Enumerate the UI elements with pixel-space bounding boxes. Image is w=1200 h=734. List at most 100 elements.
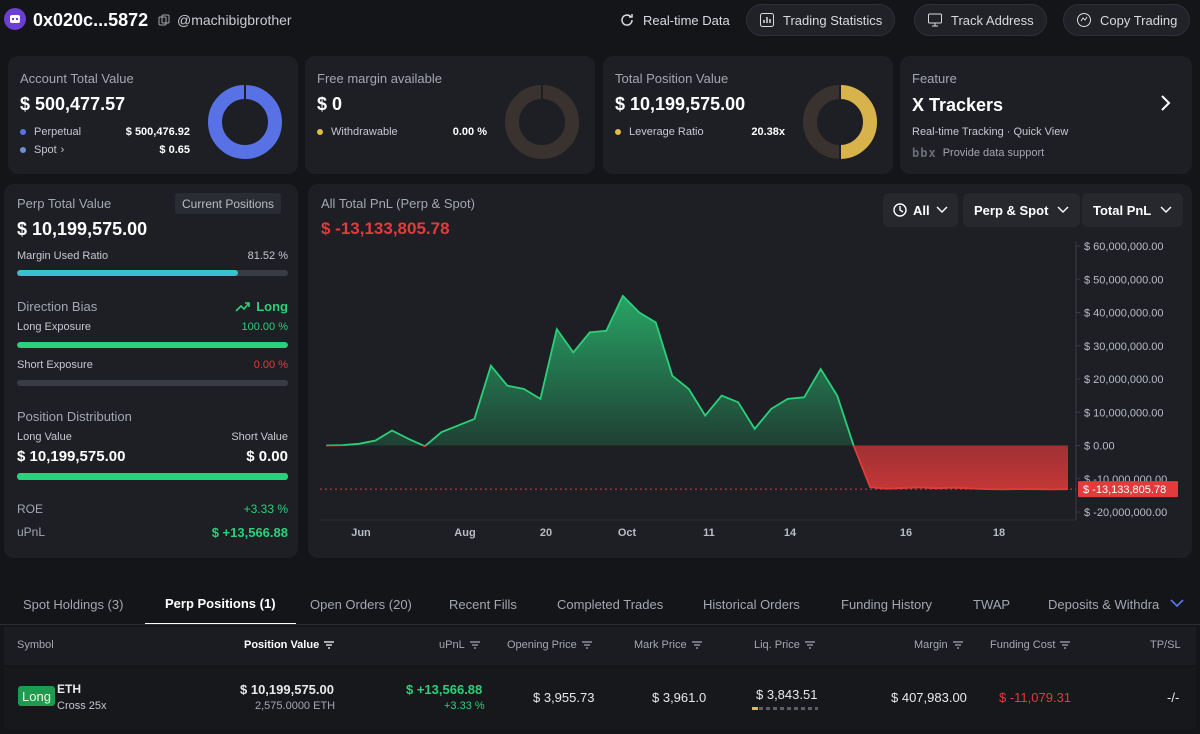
- tab-perp-positions[interactable]: Perp Positions (1): [145, 583, 296, 625]
- mark-price: $ 3,961.0: [652, 690, 707, 705]
- short-value: $ 0.00: [246, 448, 288, 465]
- x-tick-label: Oct: [618, 527, 637, 539]
- time-filter-label: All: [913, 202, 930, 218]
- x-tick-label: 18: [993, 527, 1005, 539]
- margin-mode: Cross 25x: [57, 700, 107, 712]
- chevron-down-icon: [1057, 206, 1069, 213]
- leverage-label: Leverage Ratio: [629, 126, 704, 138]
- yellow-dot: [317, 129, 323, 135]
- monitor-icon: [928, 13, 942, 27]
- header-mark-price[interactable]: Mark Price: [634, 639, 702, 651]
- symbol[interactable]: ETH: [57, 682, 81, 696]
- sort-icon: [1060, 641, 1071, 649]
- tab-recent-fills[interactable]: Recent Fills: [449, 596, 517, 612]
- yellow-dot: [615, 129, 621, 135]
- total-position-value: $ 10,199,575.00: [615, 94, 746, 114]
- type-filter-label: Perp & Spot: [974, 202, 1049, 218]
- metric-filter-dropdown[interactable]: Total PnL: [1082, 193, 1184, 227]
- long-value-label: Long Value: [17, 431, 72, 443]
- data-support-row: bbx Provide data support: [912, 146, 1044, 160]
- short-exposure-bar: [17, 380, 288, 386]
- position-distribution-label: Position Distribution: [17, 409, 132, 424]
- position-value: $ 10,199,575.00: [240, 682, 334, 697]
- chevron-down-icon[interactable]: [1170, 598, 1184, 608]
- upnl: $ +13,566.88: [406, 682, 483, 697]
- copy-trading-button[interactable]: Copy Trading: [1063, 4, 1191, 36]
- sort-icon: [804, 641, 815, 649]
- realtime-data-button[interactable]: Real-time Data: [606, 4, 743, 36]
- table-row[interactable]: Long ETH Cross 25x $ 10,199,575.00 2,575…: [4, 667, 1196, 729]
- header-funding-cost[interactable]: Funding Cost: [990, 639, 1071, 651]
- perpetual-value: $ 500,476.92: [125, 126, 190, 138]
- short-exposure-value: 0.00 %: [253, 359, 288, 371]
- tab-historical-orders[interactable]: Historical Orders: [703, 596, 800, 612]
- current-positions-button[interactable]: Current Positions: [175, 193, 282, 214]
- type-filter-dropdown[interactable]: Perp & Spot: [963, 193, 1081, 227]
- long-exposure-label: Long Exposure: [17, 321, 91, 333]
- negative-area: [326, 445, 1068, 490]
- pnl-area-chart[interactable]: $ 60,000,000.00 $ 50,000,000.00 $ 40,000,0…: [308, 184, 1192, 558]
- y-tick-label: $ 0.00: [1084, 441, 1115, 453]
- distribution-bar: [17, 473, 288, 480]
- header-upnl[interactable]: uPnL: [439, 639, 480, 651]
- x-trackers-title: X Trackers: [912, 95, 1004, 115]
- spot-label: Spot: [34, 144, 57, 156]
- long-exposure-fill: [17, 342, 288, 348]
- robot-icon: [10, 15, 20, 23]
- x-tick-label: 14: [784, 527, 797, 539]
- header-position-value[interactable]: Position Value: [244, 639, 335, 651]
- leverage-row: Leverage Ratio: [615, 126, 704, 138]
- y-tick-label: $ -20,000,000.00: [1084, 507, 1167, 519]
- direction-bias-text: Long: [256, 299, 288, 314]
- tab-spot-holdings[interactable]: Spot Holdings (3): [23, 596, 124, 612]
- avatar: [4, 8, 26, 30]
- pnl-value: $ -13,133,805.78: [321, 219, 450, 238]
- direction-bias-label: Direction Bias: [17, 299, 98, 314]
- spot-value: $ 0.65: [159, 144, 190, 156]
- spot-row[interactable]: Spot ›: [20, 144, 64, 156]
- header-opening-price[interactable]: Opening Price: [507, 639, 592, 651]
- header-tpsl: TP/SL: [1150, 639, 1181, 651]
- header-margin[interactable]: Margin: [914, 639, 963, 651]
- track-address-label: Track Address: [951, 12, 1034, 28]
- upnl-label: uPnL: [17, 525, 46, 539]
- tab-twap[interactable]: TWAP: [973, 596, 1011, 612]
- upnl-value: $ +13,566.88: [211, 525, 288, 540]
- copy-icon[interactable]: [158, 14, 170, 26]
- total-position-label: Total Position Value: [615, 71, 729, 86]
- tab-deposits-withdrawals[interactable]: Deposits & Withdra: [1048, 596, 1160, 612]
- chevron-right-icon: ›: [60, 144, 65, 156]
- account-total-value: $ 500,477.57: [20, 94, 126, 114]
- free-margin-value: $ 0: [317, 94, 343, 114]
- trading-statistics-button[interactable]: Trading Statistics: [746, 4, 896, 36]
- time-filter-dropdown[interactable]: All: [883, 193, 958, 227]
- x-tick-label: 11: [703, 527, 715, 539]
- header-liq-price[interactable]: Liq. Price: [754, 639, 815, 651]
- perpetual-row: Perpetual: [20, 126, 81, 138]
- metric-filter-label: Total PnL: [1093, 202, 1152, 218]
- wallet-address: 0x020c...5872: [33, 10, 149, 30]
- account-total-card: Account Total Value $ 500,477.57 Perpetu…: [8, 56, 298, 174]
- perp-total-label: Perp Total Value: [17, 196, 112, 211]
- chevron-down-icon: [936, 206, 948, 213]
- tab-open-orders[interactable]: Open Orders (20): [310, 596, 412, 612]
- long-exposure-bar: [17, 342, 288, 348]
- tab-completed-trades[interactable]: Completed Trades: [557, 596, 664, 612]
- blue-dot: [20, 147, 26, 153]
- free-margin-card: Free margin available $ 0 Withdrawable 0…: [305, 56, 595, 174]
- twitter-handle[interactable]: @machibigbrother: [177, 12, 292, 28]
- short-value-label: Short Value: [231, 431, 288, 443]
- withdrawable-label: Withdrawable: [331, 126, 398, 138]
- chevron-right-icon[interactable]: [1158, 94, 1172, 112]
- feature-description: Real-time Tracking · Quick View: [912, 126, 1069, 138]
- tab-funding-history[interactable]: Funding History: [841, 596, 933, 612]
- roe-label: ROE: [17, 502, 44, 516]
- track-address-button[interactable]: Track Address: [914, 4, 1047, 36]
- clock-icon: [893, 203, 907, 217]
- tpsl-value[interactable]: -/-: [1167, 690, 1180, 705]
- margin-used-bar: [17, 270, 288, 276]
- feature-label: Feature: [912, 71, 957, 86]
- feature-card[interactable]: Feature X Trackers Real-time Tracking · …: [900, 56, 1192, 174]
- position-size: 2,575.0000 ETH: [255, 700, 336, 712]
- y-tick-label: $ 20,000,000.00: [1084, 374, 1164, 386]
